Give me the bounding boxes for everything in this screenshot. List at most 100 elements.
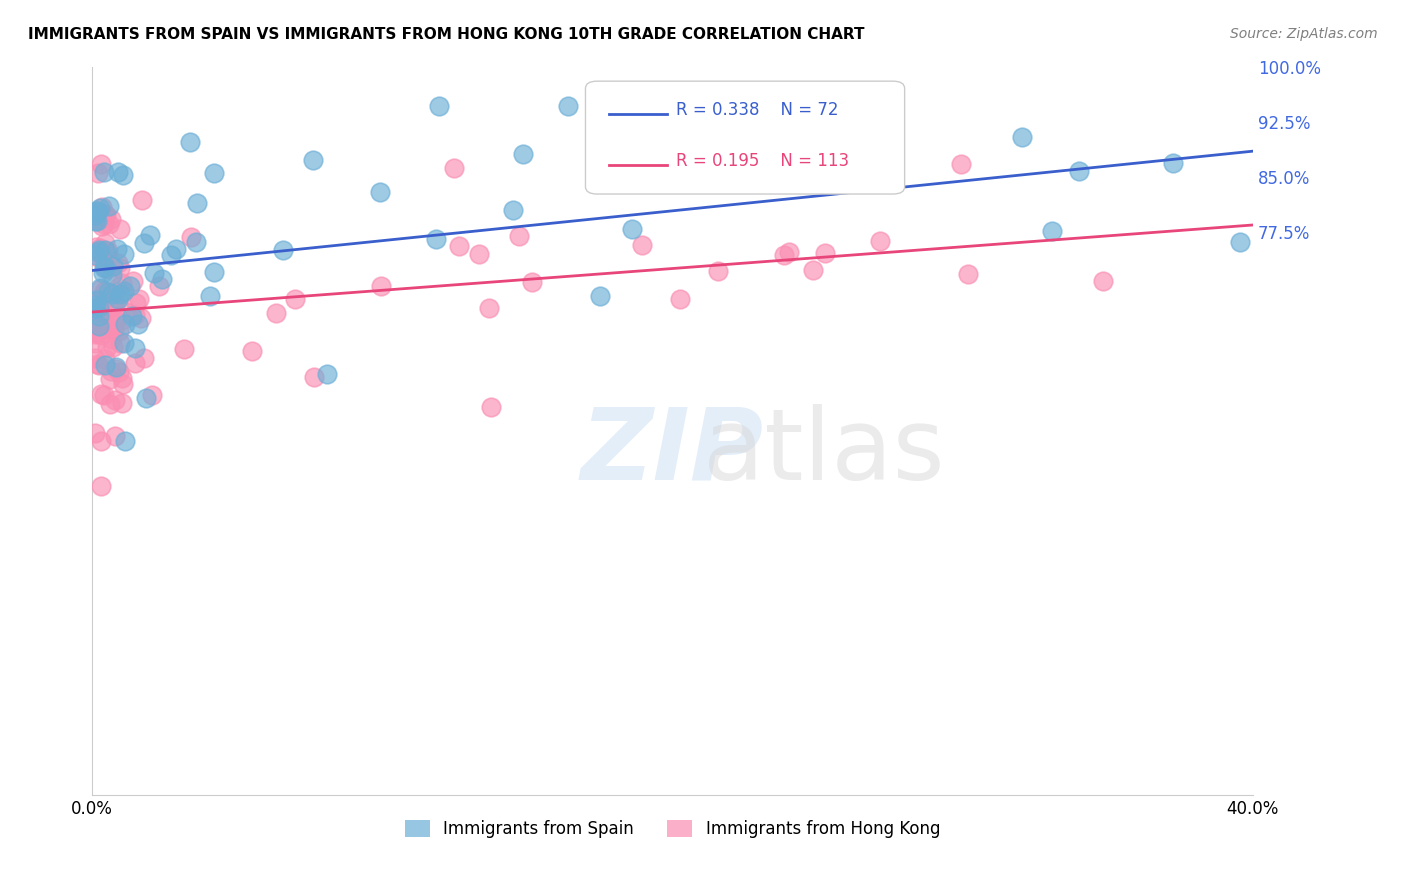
Immigrants from Hong Kong [84,351,107,365]
Immigrants from Hong Kong [84,211,107,226]
Immigrants from Spain [512,147,534,161]
Text: IMMIGRANTS FROM SPAIN VS IMMIGRANTS FROM HONG KONG 10TH GRADE CORRELATION CHART: IMMIGRANTS FROM SPAIN VS IMMIGRANTS FROM… [28,27,865,42]
Immigrants from Spain [84,208,107,222]
Immigrants from Hong Kong [103,294,125,309]
Immigrants from Spain [316,367,339,381]
Immigrants from Hong Kong [949,157,972,171]
Immigrants from Hong Kong [100,364,122,378]
Immigrants from Hong Kong [93,302,115,317]
Immigrants from Spain [370,185,392,199]
Immigrants from Spain [114,434,136,449]
Immigrants from Spain [165,242,187,256]
Immigrants from Spain [112,285,135,299]
Immigrants from Hong Kong [107,324,129,338]
Immigrants from Hong Kong [96,244,118,259]
Immigrants from Hong Kong [630,237,652,252]
Immigrants from Hong Kong [124,308,146,322]
Text: ZIP: ZIP [581,404,763,501]
Immigrants from Hong Kong [97,261,120,276]
Immigrants from Hong Kong [97,244,120,259]
Immigrants from Hong Kong [90,156,112,170]
Immigrants from Hong Kong [814,246,837,260]
Immigrants from Spain [135,391,157,405]
Immigrants from Spain [84,248,107,262]
Immigrants from Spain [118,278,141,293]
Immigrants from Hong Kong [100,332,122,346]
Immigrants from Spain [89,309,111,323]
Immigrants from Hong Kong [141,388,163,402]
Immigrants from Hong Kong [107,279,129,293]
Immigrants from Spain [93,260,115,275]
Immigrants from Hong Kong [148,278,170,293]
Immigrants from Hong Kong [801,263,824,277]
Immigrants from Hong Kong [94,305,117,319]
Immigrants from Spain [94,243,117,257]
Immigrants from Hong Kong [91,219,114,233]
Immigrants from Hong Kong [84,293,107,308]
Immigrants from Hong Kong [87,305,110,319]
Immigrants from Hong Kong [84,326,107,341]
Immigrants from Hong Kong [104,392,127,407]
Immigrants from Hong Kong [103,318,125,332]
Immigrants from Hong Kong [104,313,127,327]
Immigrants from Hong Kong [520,275,543,289]
Immigrants from Hong Kong [100,211,122,226]
Immigrants from Spain [557,98,579,112]
Immigrants from Hong Kong [107,256,129,270]
Immigrants from Spain [143,266,166,280]
Immigrants from Spain [1040,223,1063,237]
Immigrants from Spain [84,298,107,312]
Immigrants from Spain [105,242,128,256]
Immigrants from Hong Kong [93,284,115,298]
Immigrants from Hong Kong [124,355,146,369]
Immigrants from Spain [502,202,524,217]
Immigrants from Hong Kong [84,426,107,441]
Immigrants from Hong Kong [90,327,112,342]
Immigrants from Spain [179,135,201,149]
Immigrants from Hong Kong [86,326,108,341]
Immigrants from Spain [159,248,181,262]
Immigrants from Hong Kong [447,238,470,252]
Immigrants from Spain [84,204,107,219]
Immigrants from Spain [86,293,108,307]
Immigrants from Hong Kong [479,400,502,414]
Immigrants from Hong Kong [84,295,107,310]
Immigrants from Hong Kong [98,397,121,411]
Immigrants from Hong Kong [84,206,107,220]
Immigrants from Spain [184,235,207,249]
Immigrants from Spain [198,289,221,303]
Immigrants from Spain [112,168,135,182]
Immigrants from Hong Kong [104,362,127,376]
Immigrants from Hong Kong [957,267,980,281]
Immigrants from Hong Kong [94,208,117,222]
Immigrants from Hong Kong [93,217,115,231]
Immigrants from Spain [271,243,294,257]
Immigrants from Hong Kong [89,301,111,316]
Immigrants from Hong Kong [84,240,107,254]
Immigrants from Spain [588,289,610,303]
Immigrants from Spain [107,165,129,179]
Immigrants from Spain [87,300,110,314]
Immigrants from Hong Kong [478,301,501,315]
Immigrants from Spain [1067,163,1090,178]
Immigrants from Spain [89,281,111,295]
Immigrants from Spain [91,266,114,280]
Immigrants from Hong Kong [103,323,125,337]
Immigrants from Hong Kong [94,285,117,299]
Immigrants from Spain [1163,156,1185,170]
Immigrants from Hong Kong [302,369,325,384]
Immigrants from Hong Kong [778,244,800,259]
Immigrants from Spain [84,301,107,315]
Immigrants from Hong Kong [93,388,115,402]
Immigrants from Spain [138,228,160,243]
Immigrants from Hong Kong [131,194,153,208]
Immigrants from Hong Kong [101,340,124,354]
Immigrants from Hong Kong [121,273,143,287]
Immigrants from Hong Kong [98,299,121,313]
FancyBboxPatch shape [585,81,904,194]
Immigrants from Hong Kong [240,343,263,358]
Immigrants from Hong Kong [90,387,112,401]
Immigrants from Hong Kong [284,292,307,306]
Immigrants from Hong Kong [108,260,131,275]
Immigrants from Spain [127,318,149,332]
